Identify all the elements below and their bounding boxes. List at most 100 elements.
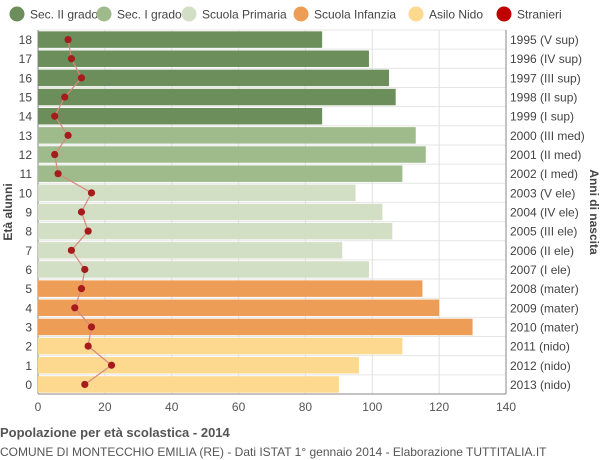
x-tick-label: 140 (496, 400, 516, 414)
stranieri-series (51, 35, 116, 389)
stranieri-point (61, 93, 69, 101)
stranieri-point (84, 342, 92, 350)
bar (38, 69, 389, 87)
y-tick-birth-year: 2012 (nido) (510, 359, 571, 373)
bar (38, 299, 440, 317)
stranieri-point (64, 35, 72, 44)
x-tick-label: 60 (232, 400, 246, 414)
stranieri-point (77, 74, 86, 82)
legend-label: Scuola Primaria (202, 8, 287, 22)
y-tick-age: 14 (19, 110, 33, 124)
y-tick-birth-year: 2013 (nido) (510, 378, 571, 392)
legend-label: Scuola Infanzia (314, 8, 396, 22)
y-tick-age: 6 (25, 263, 32, 277)
stranieri-point (84, 227, 92, 235)
y-tick-birth-year: 2005 (III ele) (510, 225, 577, 239)
x-tick-label: 100 (362, 400, 382, 414)
bar (38, 203, 383, 221)
stranieri-point (64, 131, 72, 139)
bar (38, 107, 323, 125)
bar (38, 184, 356, 202)
y-tick-age: 16 (19, 71, 33, 85)
legend-swatch (496, 6, 512, 22)
stranieri-point (87, 323, 96, 331)
y-tick-age: 17 (19, 52, 33, 66)
y-tick-birth-year: 1997 (III sup) (510, 71, 581, 85)
legend-swatch (9, 6, 25, 22)
y-tick-birth-year: 2001 (II med) (510, 148, 581, 162)
stranieri-point (77, 208, 86, 216)
y-tick-birth-year: 1995 (V sup) (510, 33, 579, 47)
stranieri-point (81, 265, 89, 274)
bar (38, 261, 369, 278)
y-tick-birth-year: 2011 (nido) (510, 340, 570, 354)
y-tick-age: 10 (19, 186, 33, 200)
legend-swatch (408, 6, 424, 22)
y-tick-birth-year: 2000 (III med) (510, 129, 585, 143)
bar (38, 31, 323, 48)
y-tick-age: 12 (19, 148, 33, 162)
stranieri-point (67, 55, 76, 63)
bar (38, 337, 403, 355)
bar (38, 165, 403, 182)
stranieri-point (71, 304, 79, 312)
y-tick-birth-year: 2004 (IV ele) (510, 206, 579, 220)
y-tick-age: 3 (25, 320, 32, 334)
y-tick-birth-year: 2007 (I ele) (510, 263, 571, 277)
x-tick-label: 20 (98, 400, 112, 414)
y-tick-birth-year: 1998 (II sup) (510, 91, 577, 105)
y-tick-birth-year: 2006 (II ele) (510, 244, 574, 258)
y-tick-age: 7 (25, 244, 32, 258)
stranieri-point (67, 246, 76, 254)
bar (38, 222, 393, 240)
y-axis-title-right: Anni di nascita (587, 169, 600, 255)
legend-label: Stranieri (517, 8, 562, 22)
bars (38, 31, 473, 393)
legend-label: Asilo Nido (429, 8, 483, 22)
legend-swatch (293, 6, 309, 22)
stranieri-point (81, 380, 89, 389)
y-tick-birth-year: 1996 (IV sup) (510, 52, 582, 66)
y-tick-age: 8 (25, 225, 32, 239)
bar (38, 242, 343, 259)
bar (38, 357, 359, 374)
y-tick-birth-year: 2003 (V ele) (510, 186, 575, 200)
bar (38, 280, 423, 297)
y-tick-age: 0 (25, 378, 32, 392)
stranieri-point (77, 285, 86, 293)
stranieri-point (107, 361, 116, 369)
bar (38, 127, 416, 144)
y-tick-age: 5 (25, 282, 32, 296)
legend-label: Sec. I grado (117, 8, 182, 22)
bar (38, 50, 369, 67)
legend-swatch (96, 6, 112, 22)
y-tick-age: 4 (25, 301, 32, 315)
y-tick-birth-year: 1999 (I sup) (510, 110, 574, 124)
y-axis-title-left: Età alunni (1, 183, 15, 240)
chart-title: Popolazione per età scolastica - 2014 (0, 425, 230, 440)
bar (38, 318, 473, 336)
y-tick-age: 2 (25, 340, 32, 354)
x-tick-label: 0 (35, 400, 42, 414)
y-tick-age: 1 (25, 359, 32, 373)
y-tick-age: 9 (25, 206, 32, 220)
bar (38, 146, 426, 163)
y-tick-age: 13 (19, 129, 33, 143)
y-tick-age: 15 (19, 91, 33, 105)
x-tick-label: 40 (165, 400, 179, 414)
legend: Sec. II grado Sec. I grado Scuola Primaria… (9, 6, 562, 22)
bar (38, 88, 396, 106)
legend-label: Sec. II grado (30, 8, 98, 22)
stranieri-point (51, 150, 59, 159)
y-tick-birth-year: 2002 (I med) (510, 167, 578, 181)
y-tick-birth-year: 2009 (mater) (510, 301, 579, 315)
stranieri-point (87, 189, 96, 197)
x-tick-label: 120 (429, 400, 449, 414)
bar (38, 376, 339, 393)
stranieri-point (54, 170, 62, 178)
y-tick-birth-year: 2010 (mater) (510, 320, 579, 334)
chart-svg: Sec. II grado Sec. I grado Scuola Primaria… (1, 6, 600, 414)
legend-swatch (181, 6, 197, 22)
